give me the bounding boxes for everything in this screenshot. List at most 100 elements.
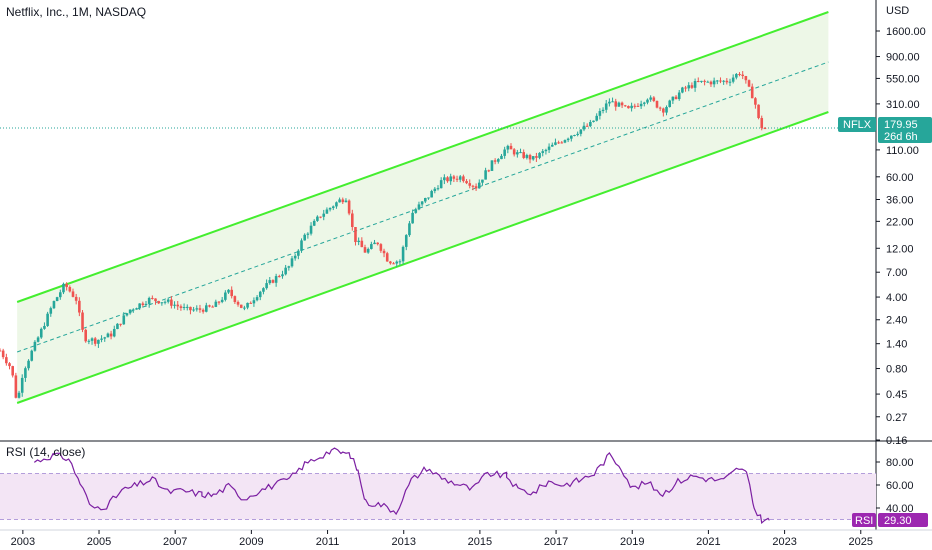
candle-body [166, 299, 170, 302]
candle [271, 279, 275, 284]
candle-body [351, 213, 354, 227]
candle-body [455, 178, 459, 180]
candle [554, 138, 557, 146]
candle-body [135, 308, 138, 310]
candle-body [201, 309, 205, 312]
candle [78, 297, 81, 317]
candle-body [497, 159, 500, 162]
candle-body [262, 288, 265, 292]
rsi-tick-label: 40.00 [886, 503, 914, 515]
candle [347, 199, 351, 216]
candle-body [500, 155, 503, 160]
candle [382, 248, 386, 258]
candle [471, 184, 475, 191]
candle-body [182, 307, 186, 309]
candle-body [452, 176, 456, 179]
candle [716, 79, 719, 85]
candle-body [176, 304, 180, 307]
candle-body [36, 337, 40, 342]
candle [408, 220, 411, 237]
price-tick-label: 1.40 [886, 339, 907, 351]
candle [754, 97, 757, 109]
candle [11, 365, 14, 378]
candle [741, 71, 744, 80]
candle [233, 295, 237, 304]
channel-upper-line[interactable] [16, 11, 829, 303]
candle-body [620, 102, 624, 106]
candle [570, 135, 573, 142]
candle-body [354, 226, 357, 243]
candle-body [157, 301, 160, 304]
candle-body [100, 338, 103, 340]
price-axis: 1600.00 900.00 550.00 310.00 110.00 60.00 36.0… [876, 26, 926, 447]
candle [541, 148, 545, 157]
candle-body [1, 350, 5, 358]
candle [43, 322, 46, 330]
candle-body [278, 276, 281, 278]
time-tick-label: 2025 [849, 536, 873, 548]
candle-body [252, 300, 256, 304]
candle [417, 201, 421, 211]
candle [27, 359, 30, 371]
candle [39, 327, 43, 339]
candle [278, 274, 281, 278]
candle-body [462, 176, 465, 182]
candle [392, 262, 395, 265]
candle-body [328, 207, 332, 210]
candle [665, 105, 668, 116]
candle [160, 302, 164, 306]
candle [128, 309, 132, 315]
candle-body [192, 309, 195, 311]
candle [601, 107, 605, 114]
candle [179, 304, 183, 311]
candle [62, 282, 65, 295]
candle [738, 72, 741, 77]
candle-body [468, 183, 472, 186]
candle-body [335, 202, 338, 207]
candle [595, 113, 598, 122]
candle-body [297, 250, 300, 256]
candle [557, 140, 560, 144]
candle [662, 107, 665, 117]
candle-body [560, 142, 564, 144]
candle [198, 304, 202, 313]
candle [46, 311, 49, 327]
candle-body [258, 291, 262, 298]
candle-body [579, 129, 583, 134]
candle [414, 207, 418, 214]
candle-body [8, 363, 11, 367]
candle-body [325, 209, 329, 214]
candle-body [243, 307, 246, 309]
candle [725, 78, 729, 85]
candle [112, 325, 116, 338]
candle [290, 255, 294, 268]
candle [24, 366, 27, 382]
candle [509, 143, 513, 150]
candle-body [563, 140, 567, 143]
candle-body [595, 115, 598, 121]
candle-body [658, 107, 662, 109]
candle [211, 305, 214, 308]
candle-body [214, 301, 218, 307]
candle-body [411, 212, 414, 224]
candle-body [741, 74, 744, 77]
candle [116, 323, 119, 330]
candle-body [627, 105, 630, 109]
candle [458, 175, 462, 183]
candle-body [59, 292, 62, 298]
candle-body [319, 216, 322, 218]
rsi-badge-value: 29.30 [884, 515, 912, 527]
candle-body [458, 176, 462, 180]
candle [36, 336, 40, 343]
candle [201, 308, 205, 314]
candle [427, 197, 430, 200]
candle-body [382, 250, 386, 254]
channel-lower-line[interactable] [16, 111, 829, 404]
candle [74, 293, 78, 305]
candle-body [528, 155, 532, 160]
candle-body [185, 306, 189, 308]
candle [579, 129, 583, 137]
candle-body [312, 220, 316, 226]
rsi-tick-label: 80.00 [886, 457, 914, 469]
candle [154, 298, 157, 305]
